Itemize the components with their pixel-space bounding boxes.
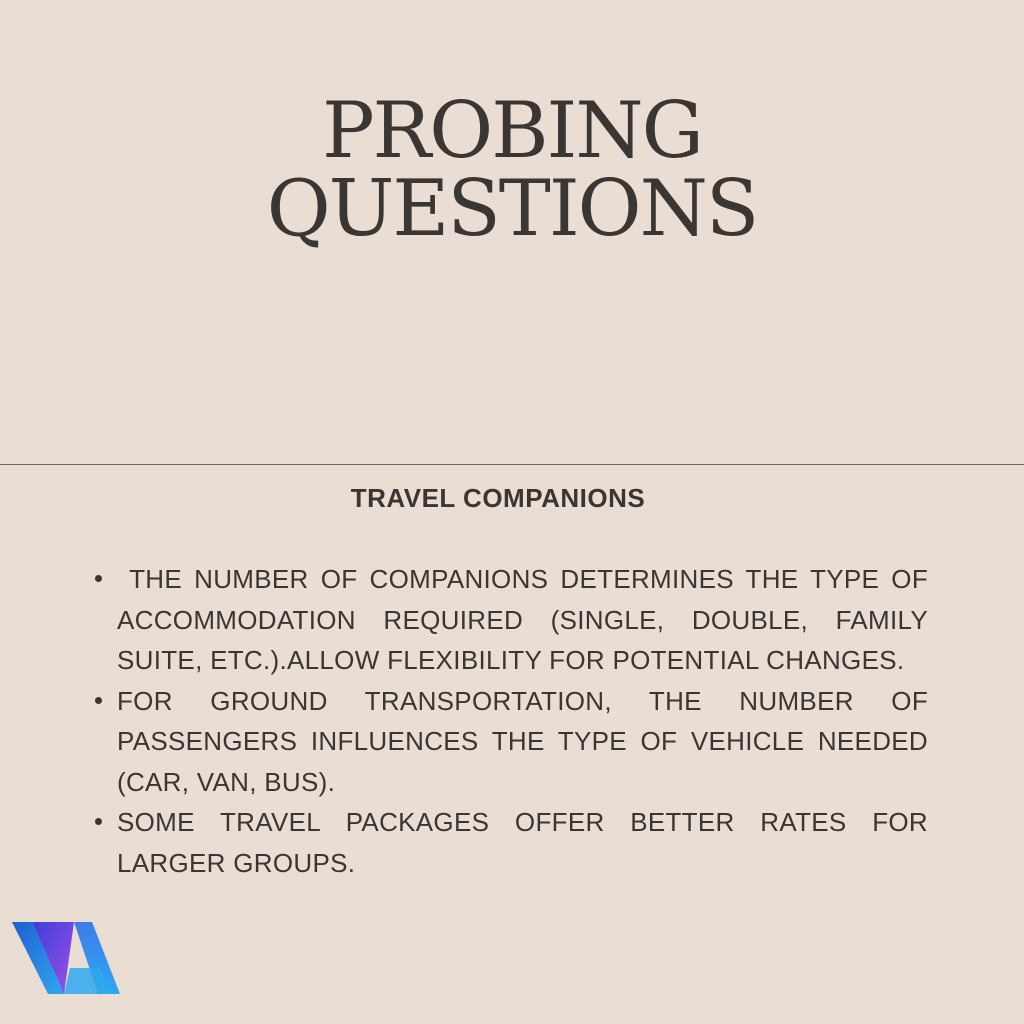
section-divider [0, 464, 1024, 465]
title-line-2: QUESTIONS [266, 164, 760, 254]
bullet-dot-icon [95, 818, 102, 825]
bullet-dot-icon [95, 575, 102, 582]
bullet-list: THE NUMBER OF COMPANIONS DETERMINES THE … [95, 559, 928, 883]
page-title: PROBING QUESTIONS [0, 92, 1024, 248]
list-item-text: FOR GROUND TRANSPORTATION, THE NUMBER OF… [117, 685, 928, 797]
list-item-text: THE NUMBER OF COMPANIONS DETERMINES THE … [117, 564, 936, 675]
list-item-text: SOME TRAVEL PACKAGES OFFER BETTER RATES … [117, 807, 928, 878]
va-logo-icon [12, 922, 120, 994]
section-heading: TRAVEL COMPANIONS [350, 483, 646, 513]
title-line-1: PROBING [322, 86, 704, 176]
bullet-dot-icon [95, 696, 102, 704]
list-item: SOME TRAVEL PACKAGES OFFER BETTER RATES … [95, 802, 928, 883]
list-item: FOR GROUND TRANSPORTATION, THE NUMBER OF… [95, 681, 928, 803]
list-item: THE NUMBER OF COMPANIONS DETERMINES THE … [95, 559, 928, 681]
